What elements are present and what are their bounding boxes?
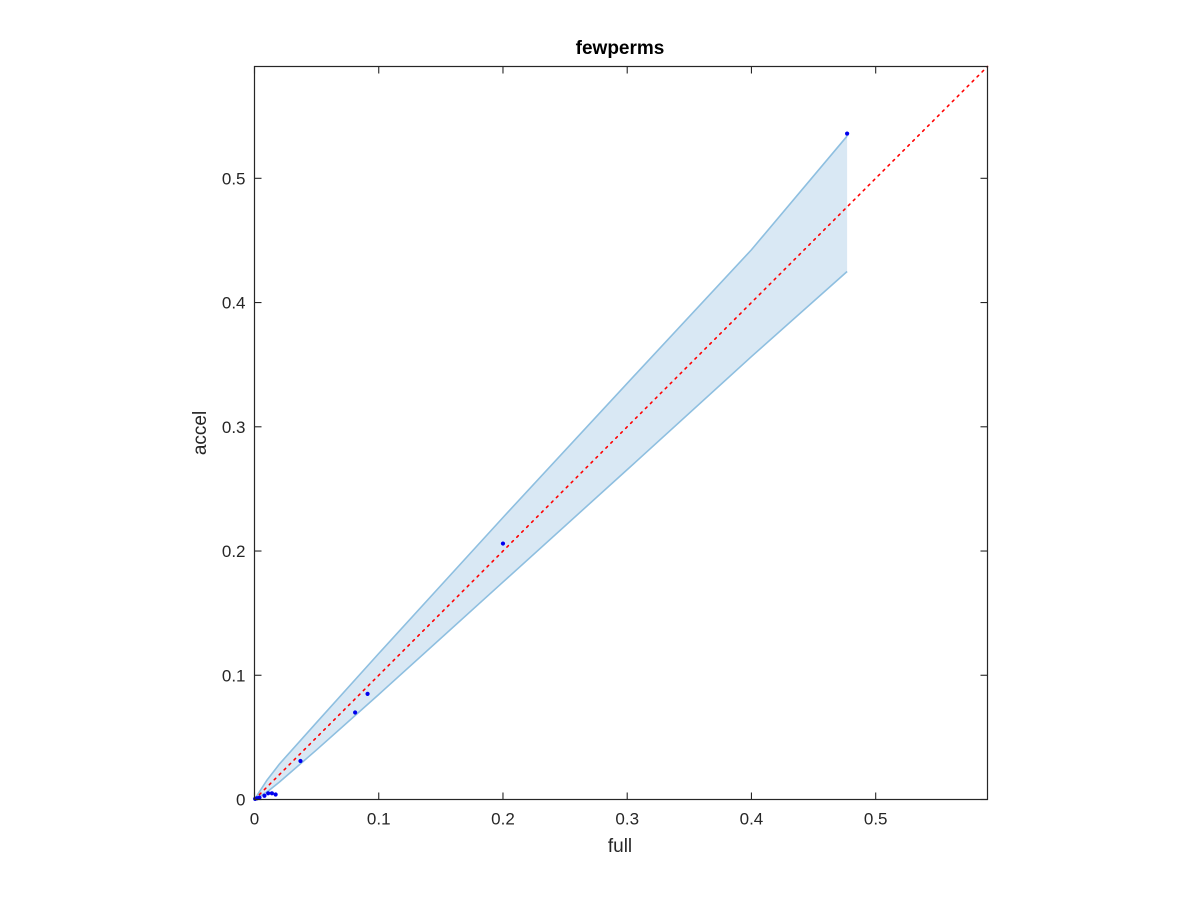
band-fill <box>254 136 848 800</box>
y-tick-label: 0.2 <box>222 542 246 561</box>
x-axis-label: full <box>608 836 632 857</box>
data-point <box>266 791 271 796</box>
data-point <box>845 131 850 136</box>
data-point <box>500 541 506 546</box>
y-tick-label: 0.5 <box>222 169 246 188</box>
x-tick-label: 0.4 <box>740 810 764 829</box>
data-point <box>257 795 262 800</box>
y-tick-label: 0.4 <box>222 294 246 313</box>
data-point <box>262 793 267 798</box>
chart-title: fewperms <box>576 38 665 59</box>
data-point <box>298 758 303 764</box>
axis-ticks: 0 0.1 0.2 0.3 0.4 0.5 0 0.1 0.2 0.3 0.4 0.5 <box>222 66 988 829</box>
data-point <box>269 791 274 796</box>
reference-line <box>253 65 989 801</box>
x-tick-label: 0 <box>250 810 259 829</box>
y-tick-label: 0.3 <box>222 418 246 437</box>
x-tick-label: 0.3 <box>615 810 639 829</box>
x-tick-label: 0.1 <box>367 810 391 829</box>
data-point <box>273 792 278 797</box>
data-point <box>353 710 358 715</box>
plot-area <box>253 65 989 801</box>
band-upper-line <box>253 135 848 800</box>
axes-box <box>253 65 989 801</box>
band-lower-line <box>254 270 848 801</box>
x-tick-label: 0.5 <box>864 810 888 829</box>
data-point <box>365 691 370 697</box>
x-tick-label: 0.2 <box>491 810 515 829</box>
y-tick-label: 0 <box>236 791 245 810</box>
y-tick-label: 0.1 <box>222 666 246 685</box>
y-axis-label: accel <box>190 411 211 455</box>
